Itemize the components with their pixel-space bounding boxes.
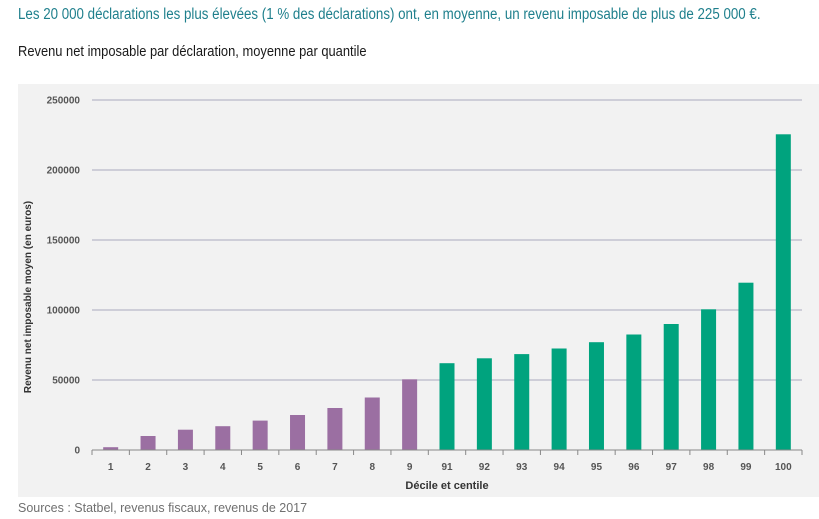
y-axis-ticks: 0 50000 100000 150000 200000 250000 <box>47 96 81 457</box>
bar-5 <box>252 420 268 450</box>
x-tick-label: 7 <box>332 462 338 473</box>
y-tick-label: 200000 <box>47 166 81 177</box>
bars <box>103 134 791 451</box>
y-tick-label: 0 <box>74 446 80 457</box>
bar-94 <box>551 348 567 450</box>
x-tick-label: 95 <box>591 462 603 473</box>
x-tick-label: 5 <box>257 462 263 473</box>
x-axis-label: Décile et centile <box>405 480 488 492</box>
bar-chart: 0 50000 100000 150000 200000 250000 1 2 3 4 5 6 7 8 9… <box>23 96 803 492</box>
x-tick-label: 4 <box>220 462 226 473</box>
x-tick-label: 1 <box>108 462 114 473</box>
x-tick-label: 93 <box>516 462 528 473</box>
y-tick-label: 150000 <box>47 236 81 247</box>
x-tick-label: 6 <box>295 462 301 473</box>
bar-98 <box>701 309 717 450</box>
bar-6 <box>290 415 306 450</box>
y-tick-label: 50000 <box>52 376 80 387</box>
x-tick-label: 100 <box>775 462 792 473</box>
headline: Les 20 000 déclarations les plus élevées… <box>18 6 761 23</box>
bar-1 <box>103 447 119 450</box>
bar-95 <box>588 342 604 450</box>
x-tick-label: 91 <box>441 462 453 473</box>
y-axis-label: Revenu net imposable moyen (en euros) <box>23 201 34 393</box>
x-tick-label: 8 <box>369 462 375 473</box>
bar-97 <box>663 324 679 450</box>
x-tick-label: 3 <box>183 462 189 473</box>
bar-4 <box>215 426 231 450</box>
bar-8 <box>364 397 380 450</box>
x-tick-label: 2 <box>145 462 151 473</box>
bar-93 <box>514 354 530 450</box>
chart-title: Revenu net imposable par déclaration, mo… <box>18 43 367 60</box>
x-tick-label: 97 <box>666 462 678 473</box>
bar-7 <box>327 408 343 450</box>
x-tick-label: 94 <box>554 462 566 473</box>
x-tick-label: 99 <box>740 462 752 473</box>
x-tick-label: 98 <box>703 462 715 473</box>
bar-2 <box>140 436 156 450</box>
x-tick-label: 92 <box>479 462 491 473</box>
y-tick-label: 250000 <box>47 96 81 107</box>
x-tick-label: 9 <box>407 462 413 473</box>
bar-3 <box>177 429 193 450</box>
chart-panel: 0 50000 100000 150000 200000 250000 1 2 3 4 5 6 7 8 9… <box>18 84 819 497</box>
source-note: Sources : Statbel, revenus fiscaux, reve… <box>18 501 308 515</box>
bar-99 <box>738 282 754 450</box>
bar-96 <box>626 334 642 450</box>
y-tick-label: 100000 <box>47 306 81 317</box>
x-axis-ticks: 1 2 3 4 5 6 7 8 9 91 92 93 94 95 96 97 98 99 100 <box>91 450 803 473</box>
x-tick-label: 96 <box>628 462 640 473</box>
gridlines <box>92 99 802 381</box>
bar-92 <box>476 358 492 450</box>
bar-9 <box>402 379 418 450</box>
bar-100 <box>775 134 791 451</box>
bar-91 <box>439 363 455 450</box>
